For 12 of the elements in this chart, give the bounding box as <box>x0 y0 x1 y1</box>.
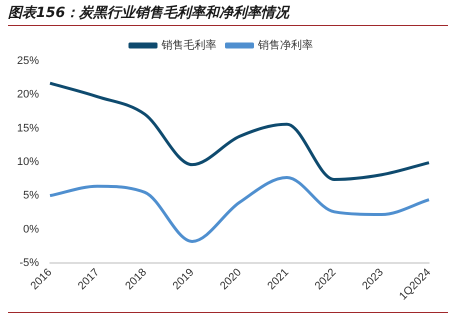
y-tick-label: 15% <box>16 122 40 134</box>
y-tick-label: 5% <box>23 190 40 202</box>
y-tick-label: 10% <box>16 156 40 168</box>
y-tick-label: 25% <box>16 55 40 68</box>
line-series <box>48 82 430 181</box>
line-series <box>48 176 430 243</box>
y-tick-label: -5% <box>19 257 40 270</box>
y-tick-label: 20% <box>16 88 40 101</box>
y-tick-label: 0% <box>23 223 40 236</box>
legend-label: 销售净利率 <box>257 38 313 52</box>
legend-label: 销售毛利率 <box>160 38 216 52</box>
chart-title: 图表156：炭黑行业销售毛利率和净利率情况 <box>8 4 448 26</box>
